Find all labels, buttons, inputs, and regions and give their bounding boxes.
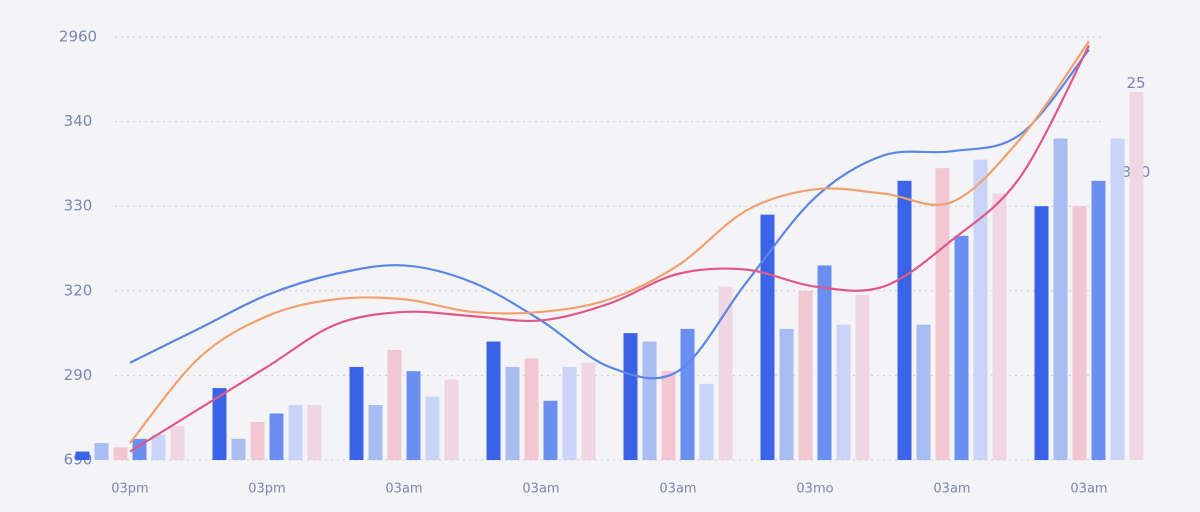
bar xyxy=(562,366,577,460)
bar xyxy=(642,341,657,460)
line xyxy=(129,48,1090,380)
bar xyxy=(1053,138,1068,460)
bar xyxy=(231,438,246,460)
y-tick-label: 340 xyxy=(64,112,93,130)
bar xyxy=(288,405,303,460)
y-tick-label: 320 xyxy=(64,281,93,299)
y2-tick-label: 25 xyxy=(1126,74,1145,92)
x-tick-label: 03am xyxy=(659,482,696,497)
bar xyxy=(897,180,912,460)
bar xyxy=(760,214,775,460)
bar xyxy=(1110,138,1125,460)
bar xyxy=(779,328,794,460)
bar xyxy=(581,362,596,460)
bar xyxy=(444,379,459,460)
bar xyxy=(916,324,931,460)
bar xyxy=(1072,206,1087,460)
x-tick-label: 03am xyxy=(385,482,422,497)
bar xyxy=(269,413,284,460)
bar xyxy=(170,426,185,460)
bar xyxy=(151,434,166,460)
y-tick-label: 290 xyxy=(64,366,93,384)
bar xyxy=(798,290,813,460)
bar xyxy=(661,371,676,460)
x-tick-label: 03am xyxy=(933,482,970,497)
bar xyxy=(524,358,539,460)
bar xyxy=(250,421,265,460)
bar xyxy=(505,366,520,460)
bar xyxy=(935,168,950,460)
bar xyxy=(307,405,322,460)
bar xyxy=(699,383,714,460)
bar xyxy=(973,159,988,461)
bar xyxy=(486,341,501,460)
x-tick-label: 03mo xyxy=(796,482,833,497)
bar xyxy=(992,193,1007,460)
bar xyxy=(855,295,870,460)
line xyxy=(129,40,1090,444)
y-tick-label: 2960 xyxy=(59,28,97,46)
bar xyxy=(623,333,638,460)
bar xyxy=(836,324,851,460)
bar xyxy=(212,388,227,460)
bar xyxy=(349,366,364,460)
bar xyxy=(543,400,558,460)
bar xyxy=(1034,206,1049,460)
bar xyxy=(817,265,832,460)
x-tick-label: 03am xyxy=(1070,482,1107,497)
bar xyxy=(954,235,969,460)
y-tick-label: 330 xyxy=(64,197,93,215)
bar xyxy=(680,328,695,460)
x-tick-label: 03pm xyxy=(111,482,148,497)
x-tick-label: 03pm xyxy=(248,482,285,497)
bar xyxy=(1091,180,1106,460)
bar xyxy=(368,405,383,460)
bar xyxy=(75,451,90,460)
bar xyxy=(387,350,402,460)
line xyxy=(129,44,1090,453)
bar xyxy=(425,396,440,460)
bar xyxy=(94,443,109,460)
x-tick-label: 03am xyxy=(522,482,559,497)
bar xyxy=(406,371,421,460)
bar xyxy=(113,447,128,460)
bar xyxy=(1129,91,1144,461)
bar xyxy=(718,286,733,460)
